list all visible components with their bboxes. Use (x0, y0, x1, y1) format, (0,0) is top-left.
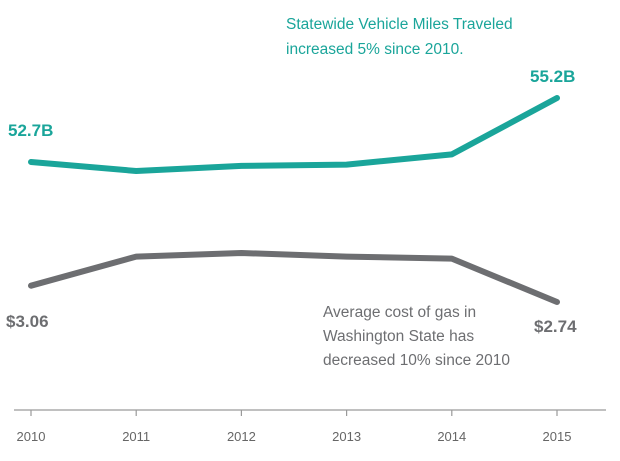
gas-end-label: $2.74 (534, 317, 577, 336)
x-tick-label-2010: 2010 (17, 429, 46, 444)
vmt-end-label: 55.2B (530, 67, 575, 86)
gas-price-series-line (28, 250, 560, 305)
x-tick-label-2014: 2014 (437, 429, 466, 444)
x-tick-label-2011: 2011 (122, 429, 150, 444)
gas-annotation-line-2: Washington State has (323, 328, 474, 345)
x-tick-label-2015: 2015 (543, 429, 572, 444)
vmt-start-label: 52.7B (8, 121, 53, 140)
series-lines (28, 95, 560, 305)
vmt-series-line (28, 95, 560, 174)
x-tick-label-2012: 2012 (227, 429, 256, 444)
gas-start-label: $3.06 (6, 312, 49, 331)
vmt-annotation-line-1: Statewide Vehicle Miles Traveled (286, 16, 513, 33)
gas-annotation-line-1: Average cost of gas in (323, 304, 476, 321)
vmt-annotation-line-2: increased 5% since 2010. (286, 41, 464, 58)
gas-annotation-line-3: decreased 10% since 2010 (323, 352, 510, 369)
x-tick-label-2013: 2013 (332, 429, 361, 444)
x-axis-ticks (30, 410, 558, 416)
x-axis-labels: 2010 2011 2012 2013 2014 2015 (17, 429, 572, 444)
